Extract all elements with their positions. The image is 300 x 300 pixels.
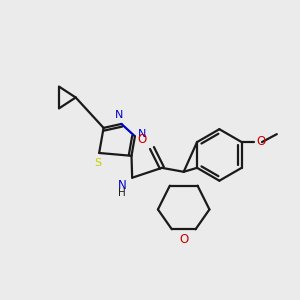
- Text: O: O: [256, 135, 265, 148]
- Text: O: O: [179, 233, 188, 246]
- Text: S: S: [94, 158, 102, 168]
- Text: O: O: [138, 133, 147, 146]
- Text: N: N: [115, 110, 124, 120]
- Text: N: N: [118, 179, 127, 192]
- Text: H: H: [118, 188, 126, 198]
- Text: N: N: [138, 129, 146, 139]
